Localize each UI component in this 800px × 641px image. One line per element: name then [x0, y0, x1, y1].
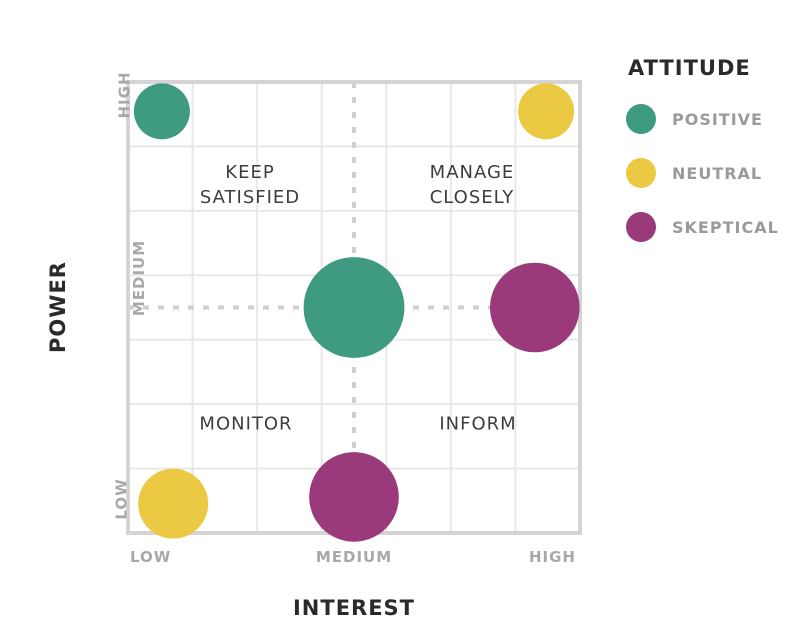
x-tick-label: HIGH	[528, 548, 576, 566]
y-tick-label: MEDIUM	[130, 240, 149, 317]
y-tick-label: HIGH	[115, 71, 134, 119]
quadrant-label-inform: INFORM	[439, 413, 517, 435]
x-tick-label: LOW	[130, 548, 172, 566]
legend-label: SKEPTICAL	[672, 217, 779, 237]
legend-swatch	[626, 104, 656, 134]
data-point-positive	[133, 83, 190, 140]
legend-swatch	[626, 212, 656, 242]
y-tick-label: LOW	[112, 478, 131, 520]
legend: ATTITUDE POSITIVE NEUTRAL SKEPTICAL	[626, 56, 779, 254]
data-point-skeptical	[309, 452, 399, 542]
y-axis-title: POWER	[46, 261, 70, 353]
legend-label: POSITIVE	[672, 109, 763, 129]
data-point-skeptical	[490, 262, 580, 353]
legend-swatch	[626, 158, 656, 188]
data-points	[133, 83, 580, 542]
x-tick-label: MEDIUM	[315, 548, 393, 566]
legend-item-positive: POSITIVE	[626, 92, 779, 146]
legend-item-skeptical: SKEPTICAL	[626, 200, 779, 254]
data-point-positive	[303, 257, 405, 358]
data-point-neutral	[138, 468, 209, 539]
legend-item-neutral: NEUTRAL	[626, 146, 779, 200]
x-axis-title: INTEREST	[292, 596, 416, 620]
quadrant-label-manage-closely: MANAGE CLOSELY	[429, 162, 515, 208]
legend-title: ATTITUDE	[628, 56, 751, 80]
quadrant-label-keep-satisfied: KEEP SATISFIED	[199, 162, 301, 208]
data-point-neutral	[518, 83, 575, 140]
legend-label: NEUTRAL	[672, 163, 763, 183]
quadrant-label-monitor: MONITOR	[199, 413, 293, 435]
